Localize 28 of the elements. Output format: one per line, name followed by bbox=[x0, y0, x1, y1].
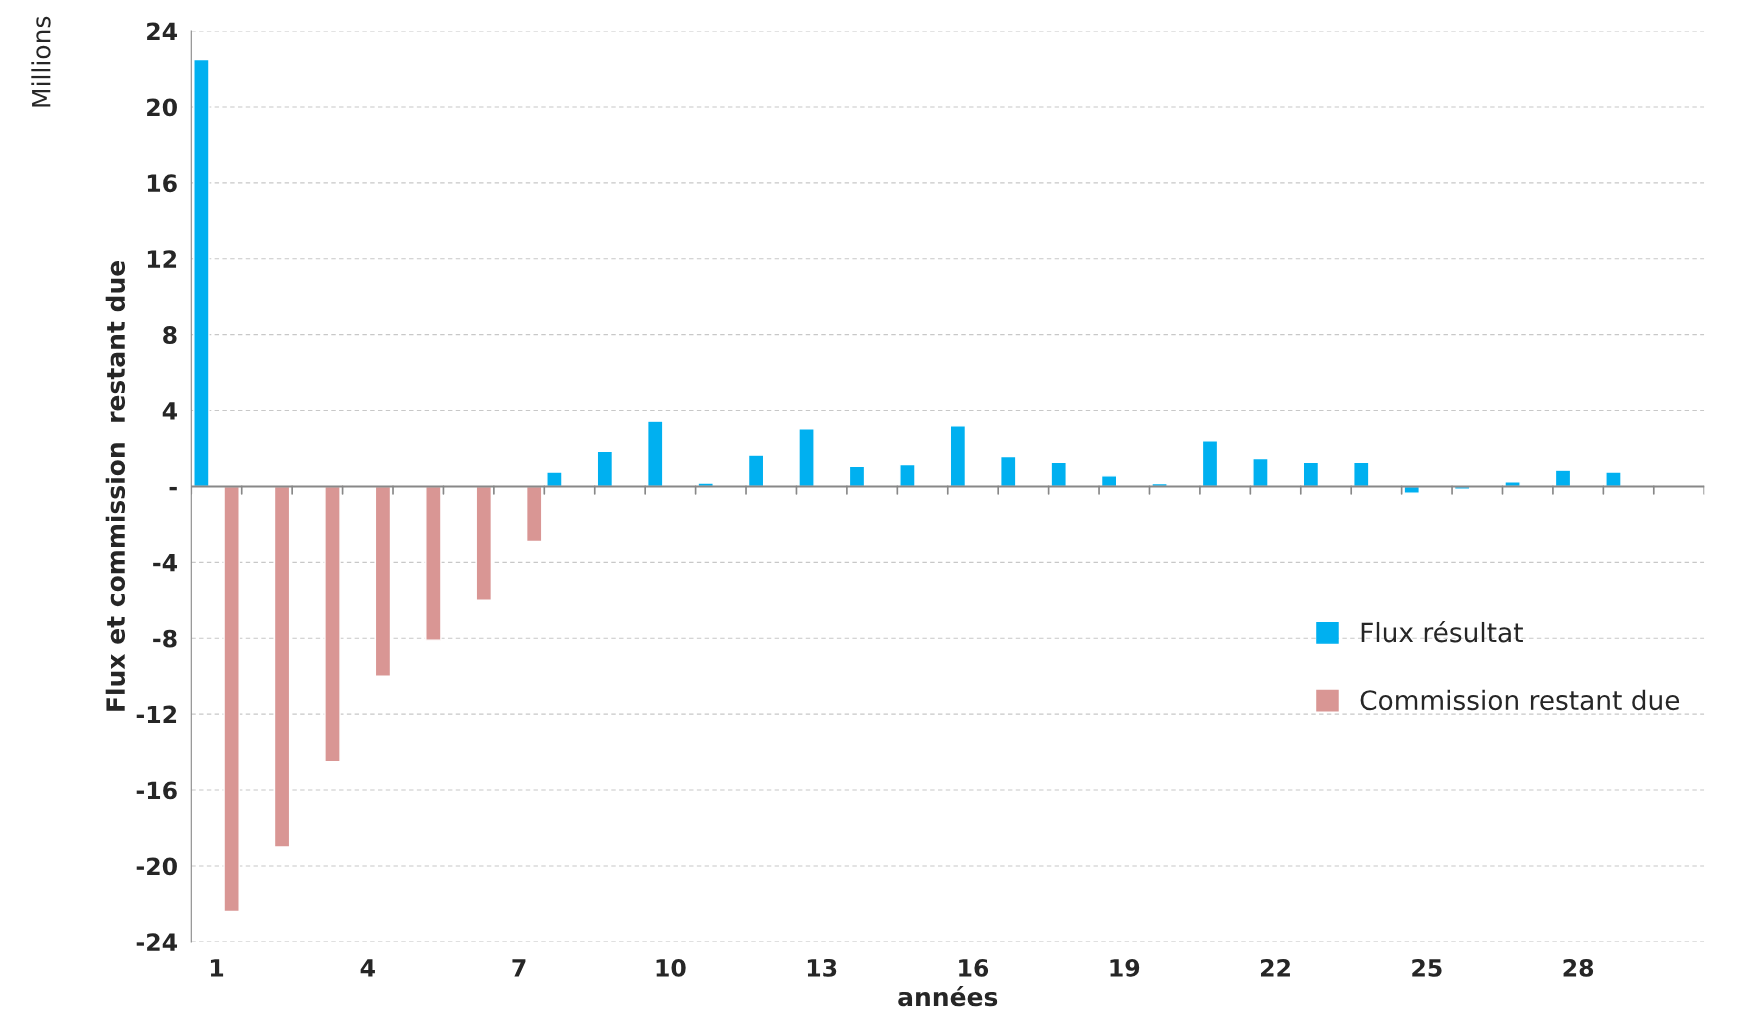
y-tick-label: -4 bbox=[153, 554, 178, 572]
y-tick-label: -8 bbox=[153, 629, 177, 648]
legend-label: Commission restant due bbox=[1360, 689, 1680, 711]
x-tick-label: 10 bbox=[656, 958, 686, 977]
x-axis-title: années bbox=[898, 985, 998, 1007]
y-tick-label: 12 bbox=[147, 250, 177, 268]
x-tick-label: 28 bbox=[1563, 958, 1594, 977]
x-tick-label: 4 bbox=[360, 959, 375, 977]
y-tick-label: 20 bbox=[147, 98, 177, 117]
x-tick-label: 22 bbox=[1261, 958, 1290, 977]
y-tick-label: -16 bbox=[136, 781, 177, 800]
y-tick-label: -12 bbox=[136, 705, 177, 724]
y-tick-label: - bbox=[169, 486, 177, 491]
y-tick-label: -20 bbox=[136, 857, 177, 876]
y-tick-label: 8 bbox=[163, 326, 177, 344]
y-tick-label: -24 bbox=[136, 933, 178, 951]
y-tick-label: 24 bbox=[147, 22, 178, 41]
x-tick-label: 7 bbox=[512, 959, 526, 977]
x-tick-label: 13 bbox=[807, 958, 837, 977]
x-tick-label: 25 bbox=[1412, 958, 1442, 977]
legend-label: Flux résultat bbox=[1361, 620, 1523, 643]
y-tick-label: 16 bbox=[147, 174, 177, 193]
x-tick-label: 16 bbox=[959, 958, 989, 977]
x-tick-label: 19 bbox=[1110, 958, 1140, 977]
text: Millions bbox=[31, 16, 51, 107]
y-axis-title: Flux et commission restant due bbox=[105, 260, 126, 711]
y-tick-label: 4 bbox=[162, 402, 178, 420]
x-tick-label: 1 bbox=[210, 959, 224, 977]
